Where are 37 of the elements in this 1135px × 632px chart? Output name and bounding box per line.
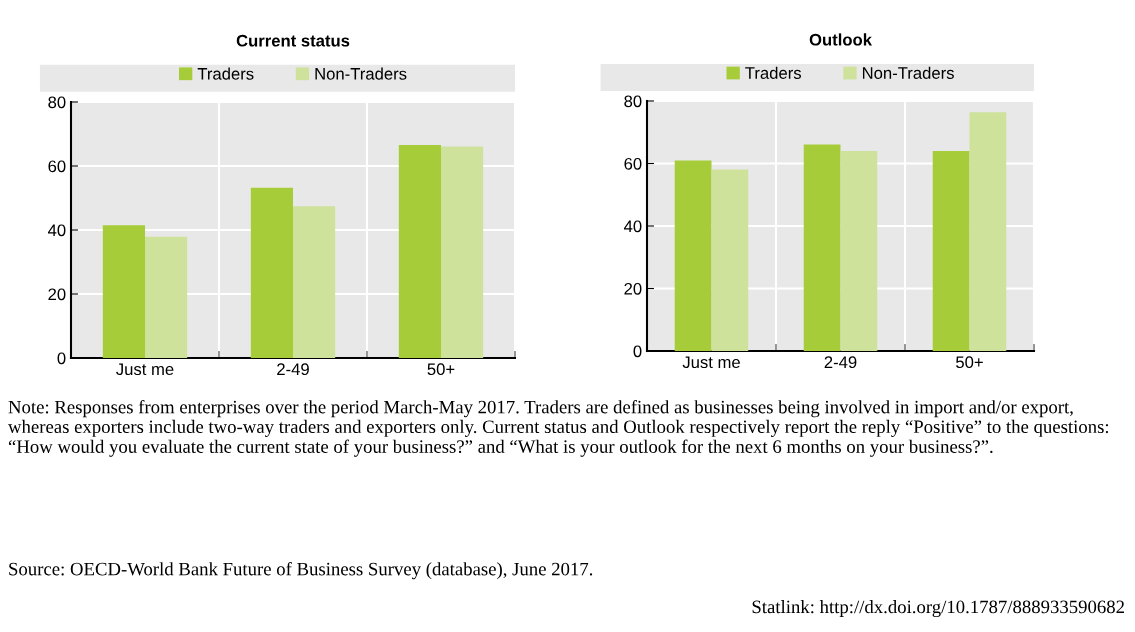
x-tick-label: Just me [116,363,174,376]
bar [250,187,293,358]
legend-label: Traders [745,66,802,79]
bar [674,160,712,351]
bar [102,225,145,358]
y-tick-label: 60 [48,160,66,173]
x-tick-label: Just me [682,356,740,369]
bar [293,206,336,358]
bar [441,146,484,358]
y-tick-label: 40 [623,220,642,233]
chart-title: Outlook [809,33,872,46]
y-tick-label: 60 [624,157,642,170]
text: Note: Responses from enterprises over the period March-May 2017. Traders are defined as businesses being involved in import and/or export, whereas exporters include two-way traders and exporters only. Current status and Outlook respectively report the reply “Positive” to the questions: “How would you evaluate the current state of your business?” and “What is your outlook for the next 6 months on your business?”. [8,400,1109,457]
bar [840,151,878,351]
x-tick-label: 50+ [956,356,983,369]
legend-label: Non-Traders [862,66,954,79]
bar [398,144,441,358]
chart-title: Current status [236,34,350,47]
bar [969,112,1007,351]
y-tick-label: 0 [633,345,642,358]
bar [932,151,970,351]
x-tick-label: 2-49 [824,356,857,369]
y-tick-label: 0 [57,352,66,365]
y-tick-label: 20 [624,282,642,295]
bar [711,169,749,351]
text: Statlink: http://dx.doi.org/10.1787/888933590682 [752,600,1124,618]
y-tick-label: 80 [624,95,642,108]
bar [145,236,188,358]
source-note: Source: OECD-World Bank Future of Business Survey (database), June 2017. [9,562,593,580]
y-tick-label: 80 [48,96,66,109]
y-tick-label: 20 [48,288,66,301]
x-tick-label: 2-49 [277,363,309,376]
y-tick-label: 40 [47,224,66,237]
x-tick-label: 50+ [427,363,455,376]
legend-label: Non-Traders [315,67,407,80]
bar [803,144,841,351]
legend-label: Traders [197,67,254,80]
